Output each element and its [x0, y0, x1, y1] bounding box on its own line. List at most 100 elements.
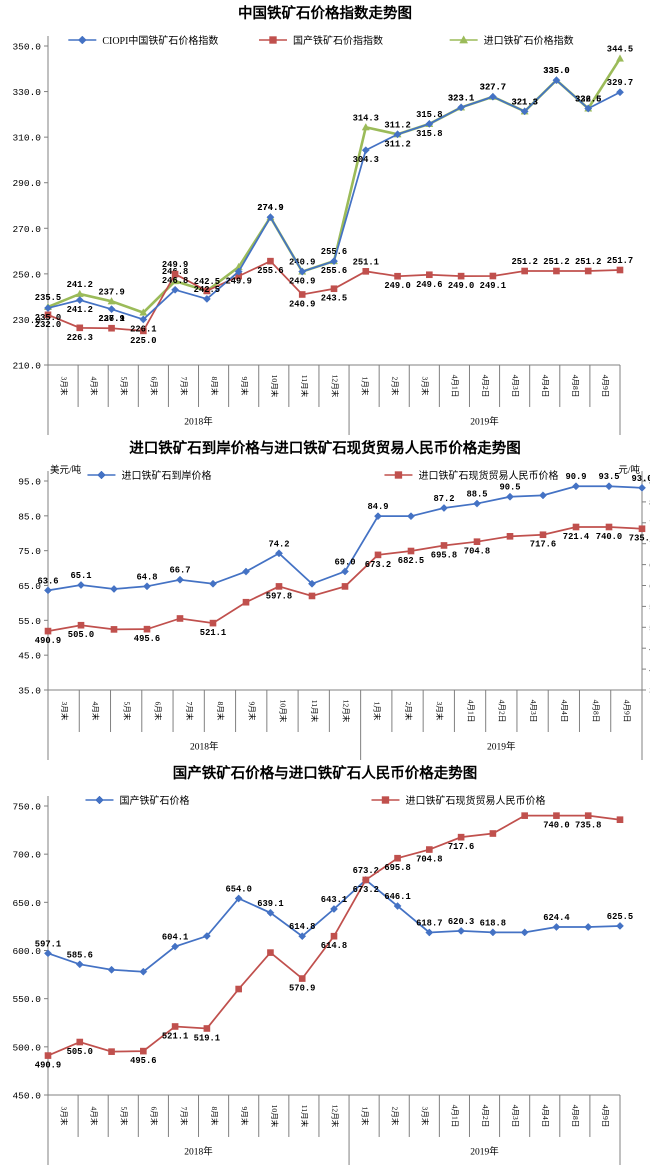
- svg-text:270.0: 270.0: [12, 224, 41, 235]
- svg-text:673.2: 673.2: [365, 560, 391, 570]
- svg-text:210.0: 210.0: [12, 361, 41, 372]
- svg-text:251.1: 251.1: [353, 257, 379, 267]
- svg-text:7月末: 7月末: [185, 702, 195, 721]
- svg-text:646.1: 646.1: [384, 892, 410, 902]
- svg-text:654.0: 654.0: [225, 884, 251, 894]
- svg-text:5月末: 5月末: [120, 377, 130, 396]
- svg-text:618.7: 618.7: [416, 918, 442, 928]
- svg-text:4月4日: 4月4日: [541, 375, 550, 398]
- svg-text:243.5: 243.5: [321, 294, 347, 304]
- svg-text:585.6: 585.6: [67, 950, 93, 960]
- svg-text:315.8: 315.8: [416, 129, 442, 139]
- svg-text:4月1日: 4月1日: [466, 700, 475, 723]
- svg-text:4月3日: 4月3日: [511, 1105, 520, 1128]
- svg-text:226.3: 226.3: [67, 333, 93, 343]
- svg-text:2019年: 2019年: [470, 416, 499, 428]
- svg-text:643.1: 643.1: [321, 895, 347, 905]
- svg-text:6月末: 6月末: [150, 1107, 160, 1126]
- svg-text:624.4: 624.4: [543, 913, 570, 923]
- svg-text:350.0: 350.0: [12, 42, 41, 53]
- svg-text:721.4: 721.4: [563, 532, 590, 542]
- svg-text:11月末: 11月末: [300, 1105, 310, 1128]
- svg-text:740.0: 740.0: [596, 532, 622, 542]
- svg-text:63.6: 63.6: [37, 576, 58, 586]
- svg-text:2019年: 2019年: [487, 741, 516, 753]
- svg-text:704.8: 704.8: [416, 855, 442, 865]
- svg-text:93.5: 93.5: [598, 472, 619, 482]
- svg-text:8月末: 8月末: [210, 377, 220, 396]
- svg-text:4月2日: 4月2日: [481, 1105, 490, 1128]
- svg-text:85.0: 85.0: [18, 511, 41, 522]
- svg-text:311.2: 311.2: [384, 120, 410, 130]
- svg-text:4月1日: 4月1日: [451, 375, 460, 398]
- svg-text:327.7: 327.7: [480, 83, 506, 93]
- svg-text:6月末: 6月末: [154, 702, 164, 721]
- svg-text:251.2: 251.2: [575, 257, 601, 267]
- svg-text:2019年: 2019年: [470, 1146, 499, 1158]
- svg-text:235.0: 235.0: [35, 313, 61, 323]
- svg-text:2月末: 2月末: [390, 377, 400, 396]
- svg-text:84.9: 84.9: [367, 502, 388, 512]
- svg-text:310.0: 310.0: [12, 133, 41, 144]
- svg-text:55.0: 55.0: [18, 616, 41, 627]
- svg-text:255.6: 255.6: [321, 247, 347, 257]
- svg-text:4月3日: 4月3日: [511, 375, 520, 398]
- svg-text:进口铁矿石现货贸易人民币价格: 进口铁矿石现货贸易人民币价格: [418, 469, 558, 482]
- svg-text:3月末: 3月末: [59, 1107, 69, 1126]
- svg-text:35.0: 35.0: [18, 686, 41, 697]
- svg-text:250.0: 250.0: [12, 269, 41, 280]
- svg-text:241.2: 241.2: [67, 280, 93, 290]
- svg-text:570.9: 570.9: [289, 984, 315, 994]
- svg-text:650.0: 650.0: [12, 898, 41, 909]
- svg-text:3月末: 3月末: [421, 1107, 431, 1126]
- svg-text:3月末: 3月末: [421, 377, 431, 396]
- svg-text:1月末: 1月末: [360, 377, 370, 396]
- svg-text:225.0: 225.0: [130, 336, 156, 346]
- svg-text:4月4日: 4月4日: [560, 700, 569, 723]
- svg-text:69.0: 69.0: [334, 557, 355, 567]
- svg-text:639.1: 639.1: [257, 899, 283, 909]
- svg-text:进口铁矿石到岸价格: 进口铁矿石到岸价格: [121, 469, 211, 482]
- svg-text:3月末: 3月末: [435, 702, 445, 721]
- svg-text:505.0: 505.0: [67, 1047, 93, 1057]
- svg-text:255.6: 255.6: [257, 266, 283, 276]
- svg-text:4月8日: 4月8日: [571, 1105, 580, 1128]
- svg-text:335.0: 335.0: [543, 66, 569, 76]
- svg-text:2018年: 2018年: [184, 416, 213, 428]
- svg-text:673.2: 673.2: [353, 885, 379, 895]
- svg-text:1月末: 1月末: [360, 1107, 370, 1126]
- svg-text:597.8: 597.8: [266, 591, 292, 601]
- svg-text:240.9: 240.9: [289, 277, 315, 287]
- svg-text:237.9: 237.9: [98, 287, 124, 297]
- svg-text:进口铁矿石到岸价格与进口铁矿石现货贸易人民币价格走势图: 进口铁矿石到岸价格与进口铁矿石现货贸易人民币价格走势图: [129, 439, 521, 457]
- svg-text:695.8: 695.8: [384, 863, 410, 873]
- svg-text:90.5: 90.5: [499, 483, 520, 493]
- svg-text:4月4日: 4月4日: [541, 1105, 550, 1128]
- svg-text:249.1: 249.1: [480, 281, 506, 291]
- svg-text:700.0: 700.0: [12, 850, 41, 861]
- svg-text:6月末: 6月末: [150, 377, 160, 396]
- svg-text:618.8: 618.8: [480, 918, 506, 928]
- svg-text:5月末: 5月末: [122, 702, 132, 721]
- svg-text:美元/吨: 美元/吨: [50, 464, 82, 476]
- svg-text:45.0: 45.0: [18, 651, 41, 662]
- svg-text:695.8: 695.8: [431, 550, 457, 560]
- svg-text:249.9: 249.9: [162, 260, 188, 270]
- svg-text:2018年: 2018年: [190, 741, 219, 753]
- svg-text:74.2: 74.2: [268, 539, 289, 549]
- svg-text:3月末: 3月末: [60, 702, 70, 721]
- svg-text:249.0: 249.0: [384, 281, 410, 291]
- svg-text:4月1日: 4月1日: [451, 1105, 460, 1128]
- svg-text:88.5: 88.5: [466, 490, 487, 500]
- svg-text:12月末: 12月末: [330, 1105, 340, 1128]
- svg-text:进口铁矿石价格指数: 进口铁矿石价格指数: [484, 34, 574, 47]
- svg-text:682.5: 682.5: [398, 556, 424, 566]
- svg-text:中国铁矿石价格指数走势图: 中国铁矿石价格指数走势图: [238, 4, 412, 22]
- svg-text:12月末: 12月末: [341, 700, 351, 723]
- svg-text:490.9: 490.9: [35, 636, 61, 646]
- svg-text:290.0: 290.0: [12, 178, 41, 189]
- svg-text:240.9: 240.9: [289, 258, 315, 268]
- svg-text:10月末: 10月末: [270, 1105, 280, 1128]
- svg-text:4月3日: 4月3日: [529, 700, 538, 723]
- svg-text:251.7: 251.7: [607, 256, 633, 266]
